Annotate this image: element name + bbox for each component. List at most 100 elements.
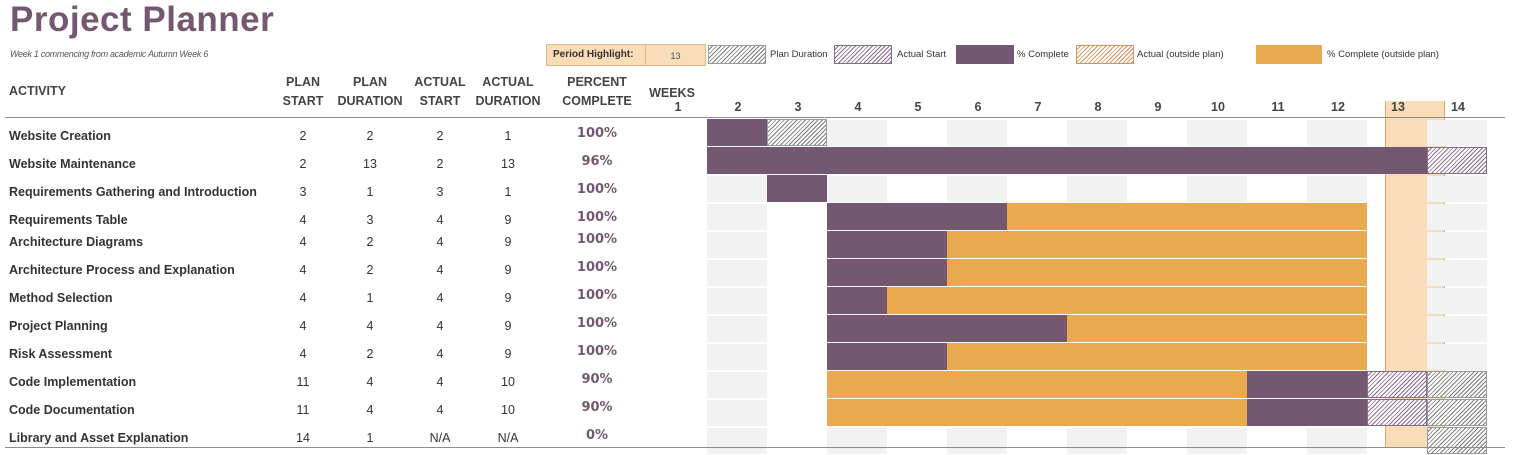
activity-name: Code Documentation — [9, 403, 135, 417]
gantt-cell — [1427, 176, 1487, 202]
percent-complete-value: 100% — [576, 344, 618, 359]
gantt-bar-complete[interactable] — [767, 175, 827, 202]
actual-start-value: 2 — [436, 157, 444, 171]
plan-start-value: 4 — [299, 263, 307, 277]
plan-start-value: 11 — [296, 375, 310, 389]
activity-name: Website Creation — [9, 129, 111, 143]
gantt-bar-complete[interactable] — [827, 203, 1007, 230]
gantt-bar-outside-plan[interactable] — [947, 231, 1367, 258]
gantt-bar-outside-plan[interactable] — [1007, 203, 1367, 230]
header-percent-2: COMPLETE — [562, 94, 632, 108]
activity-name: Architecture Process and Explanation — [9, 263, 235, 277]
actual-start-value: 2 — [436, 129, 444, 143]
plan-duration-value: 4 — [366, 319, 374, 333]
gantt-cell — [1187, 428, 1247, 454]
gantt-bar-actual-start[interactable] — [1427, 147, 1487, 174]
gantt-bar-complete[interactable] — [1247, 399, 1367, 426]
header-actual-start-1: ACTUAL — [414, 75, 466, 89]
plan-duration-value: 1 — [366, 291, 374, 305]
legend-complete-outside-label: % Complete (outside plan) — [1327, 49, 1439, 60]
gantt-bar-outside-plan[interactable] — [887, 287, 1367, 314]
actual-duration-value: 9 — [504, 347, 512, 361]
gantt-bar-outside-plan[interactable] — [1067, 315, 1367, 342]
week-number-14: 14 — [1451, 100, 1465, 114]
gantt-cell — [1427, 232, 1487, 258]
gantt-bar-outside-plan[interactable] — [947, 343, 1367, 370]
gantt-cell — [827, 120, 887, 146]
header-actual-start-2: START — [419, 94, 461, 108]
gantt-cell — [767, 372, 827, 398]
percent-complete-value: 100% — [576, 232, 618, 247]
actual-start-value: 3 — [436, 185, 444, 199]
legend-actual-start-label: Actual Start — [897, 49, 947, 60]
gantt-bar-complete[interactable] — [827, 343, 947, 370]
gantt-cell — [1067, 176, 1127, 202]
week-number-5: 5 — [914, 100, 922, 114]
bottom-divider — [5, 447, 1505, 448]
gantt-bar-plan-duration[interactable] — [1427, 399, 1487, 426]
plan-start-value: 2 — [299, 129, 307, 143]
gantt-bar-outside-plan[interactable] — [947, 259, 1367, 286]
gantt-cell — [767, 288, 827, 314]
week-number-8: 8 — [1094, 100, 1102, 114]
gantt-cell — [827, 176, 887, 202]
gantt-cell — [707, 288, 767, 314]
percent-complete-value: 100% — [576, 126, 618, 141]
gantt-cell — [887, 176, 947, 202]
activity-name: Code Implementation — [9, 375, 137, 389]
gantt-cell — [1307, 428, 1367, 454]
percent-complete-value: 100% — [576, 260, 618, 275]
week-number-13: 13 — [1391, 100, 1405, 114]
week-number-9: 9 — [1154, 100, 1162, 114]
actual-duration-value: 9 — [504, 291, 512, 305]
gantt-bar-outside-plan[interactable] — [827, 371, 1247, 398]
actual-duration-value: 10 — [501, 375, 515, 389]
actual-start-value: N/A — [429, 431, 451, 445]
activity-name: Library and Asset Explanation — [9, 431, 189, 445]
actual-start-value: 4 — [436, 403, 444, 417]
plan-duration-value: 2 — [366, 235, 374, 249]
gantt-bar-plan-duration[interactable] — [1427, 427, 1487, 454]
week-number-4: 4 — [854, 100, 862, 114]
percent-complete-value: 0% — [585, 428, 609, 443]
gantt-bar-plan-duration[interactable] — [1427, 371, 1487, 398]
gantt-bar-complete[interactable] — [827, 315, 1067, 342]
gantt-cell — [1007, 120, 1067, 146]
gantt-bar-outside-plan[interactable] — [827, 399, 1247, 426]
gantt-bar-complete[interactable] — [707, 119, 767, 146]
gantt-cell — [707, 176, 767, 202]
percent-complete-value: 100% — [576, 182, 618, 197]
actual-duration-value: 1 — [504, 185, 512, 199]
plan-start-value: 3 — [299, 185, 307, 199]
activity-name: Website Maintenance — [9, 157, 136, 171]
actual-duration-value: 13 — [501, 157, 515, 171]
period-highlight-input[interactable]: 13 — [646, 44, 706, 66]
gantt-bar-actual-start[interactable] — [1367, 399, 1427, 426]
gantt-bar-complete[interactable] — [1247, 371, 1367, 398]
gantt-bar-actual-start[interactable] — [1367, 371, 1427, 398]
gantt-cell — [1427, 204, 1487, 230]
week-number-12: 12 — [1331, 100, 1345, 114]
gantt-bar-complete[interactable] — [827, 287, 887, 314]
header-plan-start-2: START — [282, 94, 324, 108]
legend-plan-duration-swatch — [708, 45, 766, 64]
plan-start-value: 14 — [296, 431, 310, 445]
gantt-cell — [1427, 260, 1487, 286]
gantt-cell — [1427, 316, 1487, 342]
gantt-bar-complete[interactable] — [827, 231, 947, 258]
gantt-cell — [767, 344, 827, 370]
activity-name: Requirements Gathering and Introduction — [9, 185, 257, 199]
gantt-cell — [707, 372, 767, 398]
header-actual-duration-1: ACTUAL — [482, 75, 534, 89]
plan-duration-value: 3 — [366, 213, 374, 227]
week-number-6: 6 — [974, 100, 982, 114]
plan-duration-value: 1 — [366, 431, 374, 445]
gantt-bar-complete[interactable] — [707, 147, 1427, 174]
plan-duration-value: 4 — [366, 403, 374, 417]
gantt-bar-complete[interactable] — [827, 259, 947, 286]
actual-start-value: 4 — [436, 213, 444, 227]
week-number-7: 7 — [1034, 100, 1042, 114]
plan-duration-value: 13 — [363, 157, 377, 171]
gantt-cell — [1307, 176, 1367, 202]
gantt-bar-plan-duration[interactable] — [767, 119, 827, 146]
